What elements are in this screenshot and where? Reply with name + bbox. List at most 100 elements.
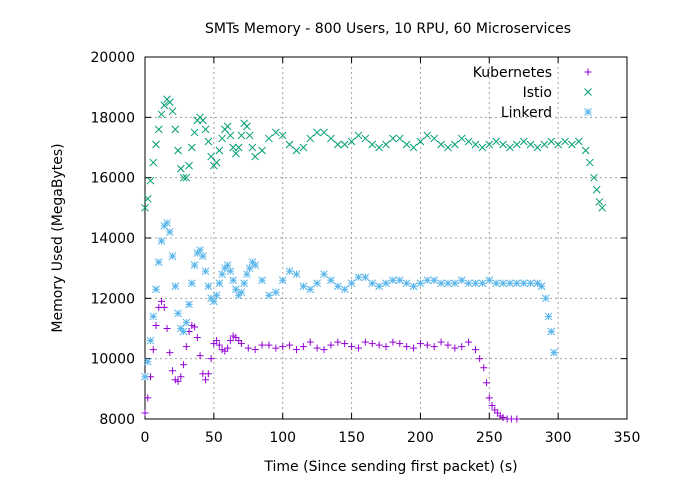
kubernetes-point	[237, 340, 245, 348]
istio-point	[320, 128, 328, 137]
istio-point	[245, 131, 254, 140]
istio-point	[423, 131, 432, 140]
linkerd-point	[409, 282, 418, 291]
linkerd-point	[149, 312, 158, 321]
kubernetes-point	[483, 379, 491, 387]
istio-point	[146, 176, 155, 185]
linkerd-point	[361, 273, 370, 282]
legend-marker-istio	[584, 88, 592, 96]
kubernetes-point	[313, 344, 321, 352]
kubernetes-point	[286, 341, 294, 349]
kubernetes-point	[354, 344, 362, 352]
istio-point	[215, 146, 224, 155]
linkerd-point	[237, 288, 246, 297]
istio-point	[154, 125, 163, 134]
kubernetes-point	[389, 338, 397, 346]
kubernetes-point	[472, 346, 480, 354]
istio-point	[223, 122, 232, 131]
linkerd-point	[243, 270, 251, 279]
kubernetes-point	[141, 409, 149, 417]
istio-point	[176, 164, 185, 173]
kubernetes-point	[149, 346, 157, 354]
linkerd-point	[174, 309, 182, 318]
linkerd-point	[229, 276, 237, 285]
istio-point	[340, 140, 349, 149]
linkerd-point	[547, 327, 556, 336]
y-tick-label: 10000	[90, 352, 135, 368]
linkerd-point	[201, 267, 210, 276]
linkerd-point	[271, 288, 280, 297]
legend-marker-linkerd	[584, 108, 592, 116]
istio-point	[402, 140, 411, 149]
istio-point	[212, 158, 221, 167]
istio-point	[185, 161, 193, 170]
istio-point	[299, 143, 308, 152]
istio-point	[182, 173, 191, 182]
x-tick-label: 250	[476, 430, 503, 446]
istio-point	[416, 137, 425, 146]
kubernetes-point	[213, 337, 221, 345]
tick-layer: 0 50 100 150 200 250 300 350 8000 10000 12000 14000…	[90, 50, 640, 446]
istio-point	[389, 134, 397, 143]
istio-point	[292, 146, 301, 155]
istio-point	[285, 140, 294, 149]
linkerd-point	[285, 267, 294, 276]
linkerd-point	[157, 237, 166, 245]
istio-point	[451, 140, 459, 149]
linkerd-point	[198, 252, 207, 260]
kubernetes-point	[458, 343, 466, 351]
series-linkerd	[141, 219, 558, 381]
istio-point	[598, 203, 607, 212]
legend-marker-kubernetes	[584, 68, 592, 76]
kubernetes-point	[423, 341, 431, 349]
linkerd-point	[187, 279, 196, 288]
linkerd-point	[218, 270, 226, 279]
istio-point	[395, 134, 404, 143]
y-tick-label: 16000	[90, 171, 135, 187]
istio-point	[157, 110, 166, 119]
istio-point	[471, 140, 480, 149]
linkerd-point	[389, 276, 397, 285]
istio-point	[581, 146, 590, 155]
istio-point	[237, 131, 246, 140]
kubernetes-point	[224, 344, 232, 352]
linkerd-point	[190, 261, 199, 270]
istio-point	[258, 146, 266, 155]
kubernetes-point	[160, 303, 168, 311]
linkerd-point	[299, 282, 308, 291]
istio-point	[361, 134, 370, 143]
y-axis-title: Memory Used (MegaBytes)	[50, 143, 66, 332]
kubernetes-point	[430, 343, 438, 351]
istio-point	[444, 143, 452, 152]
kubernetes-point	[292, 346, 300, 354]
istio-point	[204, 137, 213, 146]
kubernetes-point	[327, 341, 335, 349]
istio-point	[313, 128, 321, 137]
istio-point	[506, 143, 514, 152]
istio-point	[333, 140, 342, 149]
linkerd-point	[506, 279, 514, 288]
kubernetes-point	[299, 343, 307, 351]
istio-point	[271, 128, 280, 137]
istio-point	[561, 137, 569, 146]
kubernetes-point	[177, 373, 185, 381]
istio-point	[149, 158, 158, 167]
linkerd-point	[185, 300, 193, 309]
istio-point	[152, 140, 160, 149]
linkerd-point	[537, 282, 546, 291]
kubernetes-point	[204, 370, 212, 378]
istio-point	[165, 98, 174, 107]
linkerd-point	[240, 279, 249, 288]
linkerd-point	[544, 312, 553, 321]
y-tick-label: 14000	[90, 231, 135, 247]
istio-point	[368, 140, 377, 149]
istio-point	[265, 134, 273, 143]
linkerd-point	[402, 279, 411, 288]
istio-point	[464, 137, 473, 146]
kubernetes-point	[202, 376, 210, 384]
kubernetes-point	[341, 340, 349, 348]
linkerd-point	[354, 273, 363, 282]
series-istio	[141, 95, 607, 212]
